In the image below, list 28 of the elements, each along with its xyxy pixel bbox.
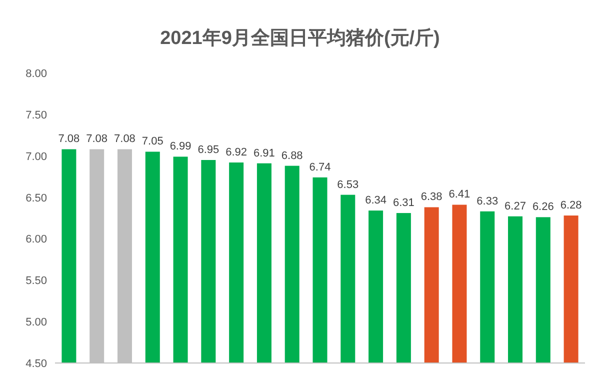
data-label: 6.99 <box>170 140 192 153</box>
y-tick-label: 7.00 <box>26 150 47 163</box>
data-label: 7.08 <box>58 133 80 146</box>
data-label: 6.74 <box>309 161 331 174</box>
chart-title: 2021年9月全国日平均猪价(元/斤) <box>160 27 440 49</box>
y-tick-label: 6.00 <box>26 234 47 246</box>
data-label: 6.92 <box>226 146 248 158</box>
data-label: 6.95 <box>198 144 220 156</box>
data-label: 7.05 <box>142 136 164 148</box>
y-tick-label: 6.50 <box>26 192 47 204</box>
data-label: 6.41 <box>448 188 470 201</box>
data-label: 7.08 <box>86 133 108 146</box>
data-label: 6.28 <box>560 200 582 212</box>
y-tick-label: 8.00 <box>26 68 47 80</box>
y-tick-label: 5.50 <box>26 275 47 288</box>
y-tick-label: 5.00 <box>26 316 47 329</box>
data-label: 7.08 <box>114 133 136 146</box>
data-label: 6.88 <box>281 150 303 162</box>
data-label: 6.31 <box>392 197 414 210</box>
y-tick-label: 7.50 <box>26 109 47 122</box>
data-label: 6.53 <box>337 178 359 191</box>
data-label: 6.91 <box>254 147 275 160</box>
data-label: 6.34 <box>365 194 386 207</box>
data-label: 6.27 <box>504 200 526 212</box>
data-label: 6.26 <box>532 201 554 214</box>
data-label: 6.33 <box>476 195 498 208</box>
y-tick-label: 4.50 <box>26 358 47 370</box>
data-label: 6.38 <box>420 191 442 204</box>
